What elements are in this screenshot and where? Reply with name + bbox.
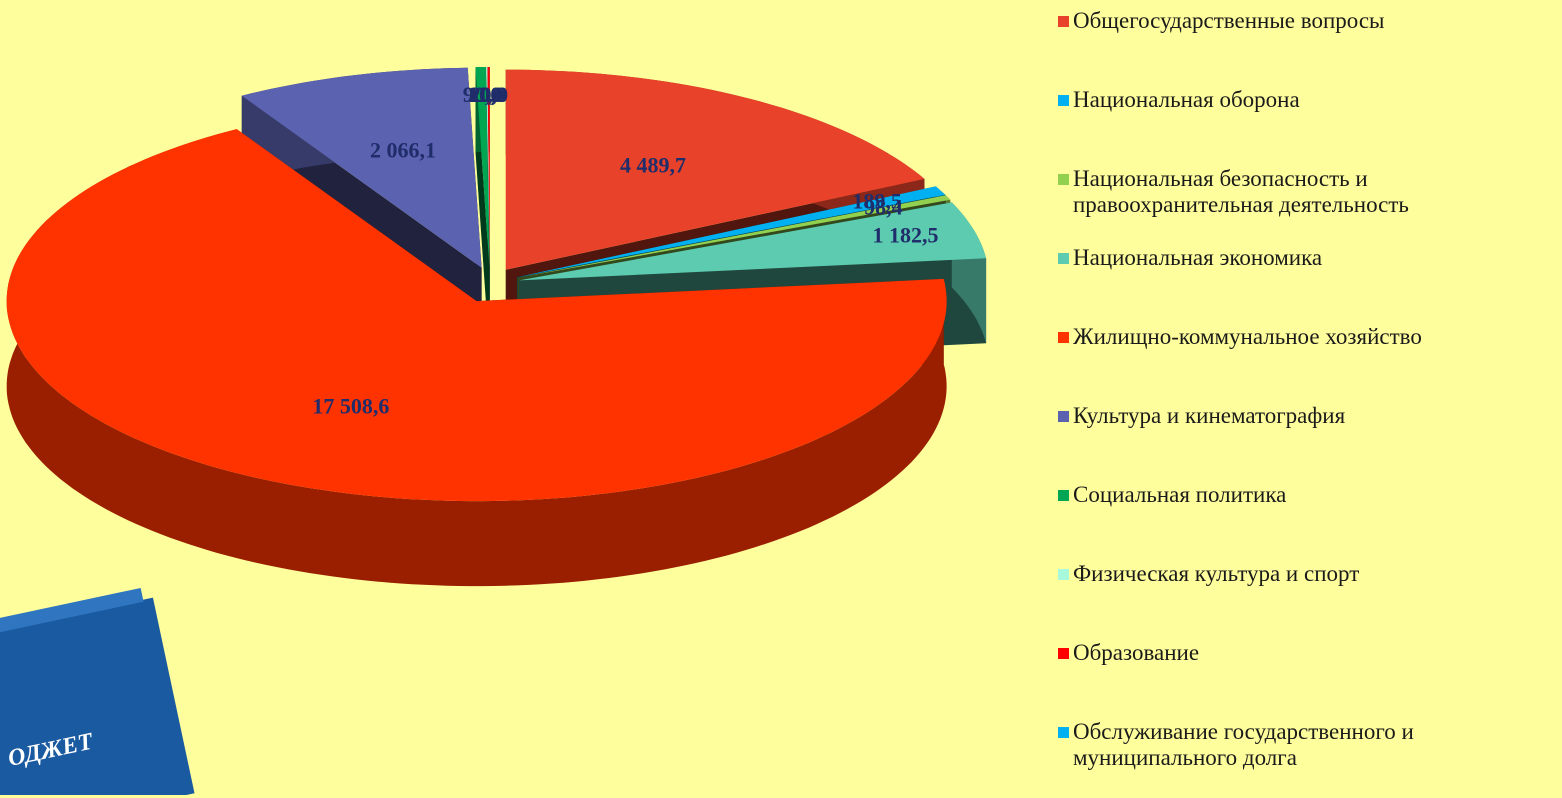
legend-label: Общегосударственные вопросы (1073, 8, 1385, 34)
legend-label: Обслуживание государственного и муниципа… (1073, 719, 1558, 771)
legend-swatch (1058, 648, 1069, 659)
legend-swatch (1058, 16, 1069, 27)
legend-label: Национальная экономика (1073, 245, 1322, 271)
legend-swatch (1058, 253, 1069, 264)
value-label: 1,0 (476, 82, 504, 107)
legend-item: Образование (1058, 640, 1558, 719)
legend-item: Национальная безопасность и правоохранит… (1058, 166, 1558, 245)
legend-swatch (1058, 727, 1069, 738)
legend-swatch (1058, 490, 1069, 501)
legend: Общегосударственные вопросы Национальная … (1058, 8, 1558, 798)
value-label: 2 066,1 (370, 138, 436, 163)
legend-swatch (1058, 332, 1069, 343)
legend-label: Национальная оборона (1073, 87, 1300, 113)
legend-swatch (1058, 411, 1069, 422)
value-label: 17 508,6 (312, 394, 389, 419)
legend-item: Физическая культура и спорт (1058, 561, 1558, 640)
legend-item: Культура и кинематография (1058, 403, 1558, 482)
legend-label: Физическая культура и спорт (1073, 561, 1359, 587)
legend-label: Культура и кинематография (1073, 403, 1345, 429)
legend-label: Социальная политика (1073, 482, 1286, 508)
legend-item: Социальная политика (1058, 482, 1558, 561)
legend-swatch (1058, 569, 1069, 580)
legend-label: Национальная безопасность и правоохранит… (1073, 166, 1558, 218)
legend-item: Общегосударственные вопросы (1058, 8, 1558, 87)
value-label: 1 182,5 (873, 222, 939, 247)
legend-item: Обслуживание государственного и муниципа… (1058, 719, 1558, 798)
legend-item: Национальная экономика (1058, 245, 1558, 324)
legend-item: Жилищно-коммунальное хозяйство (1058, 324, 1558, 403)
legend-swatch (1058, 174, 1069, 185)
value-label: 98,4 (864, 195, 903, 220)
legend-label: Жилищно-коммунальное хозяйство (1073, 324, 1422, 350)
page: ОДЖЕТ 4 489,7189,598,41 182,517 508,62 0… (0, 0, 1562, 795)
legend-item: Национальная оборона (1058, 87, 1558, 166)
value-label: 4 489,7 (620, 152, 686, 177)
legend-label: Образование (1073, 640, 1199, 666)
legend-swatch (1058, 95, 1069, 106)
book: ОДЖЕТ (0, 586, 195, 795)
